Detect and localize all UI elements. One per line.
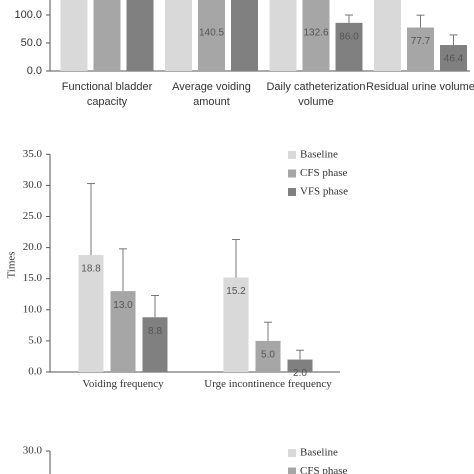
bar (93, 0, 121, 71)
y-tick-label: 30.0 (23, 179, 43, 191)
legend-swatch (288, 188, 296, 196)
x-tick-label: Average voiding amount (172, 81, 251, 108)
value-label: 2.0 (293, 368, 307, 379)
bar (126, 0, 154, 71)
bar (165, 0, 192, 72)
y-tick-label: 5.0 (28, 334, 42, 346)
bar (335, 22, 363, 71)
bar (269, 0, 297, 71)
legend-label: Baseline (300, 149, 338, 161)
legend-label: CFS phase (300, 167, 347, 179)
value-label: 8.8 (148, 326, 162, 337)
legend-label: Baseline (300, 447, 338, 459)
bar (302, 0, 330, 71)
y-tick-label: 30.0 (23, 445, 43, 457)
bar (287, 359, 313, 372)
y-tick-label: 100.0 (14, 9, 42, 21)
x-tick-label: Daily catheterization volume (266, 81, 366, 108)
legend-swatch (288, 169, 296, 178)
value-label: 15.2 (226, 286, 246, 297)
value-label: 86.0 (339, 31, 359, 42)
y-tick-label: 0.0 (27, 65, 42, 77)
value-label: 140.5 (199, 28, 224, 39)
bar (255, 340, 281, 372)
x-tick-label: Functional bladder capacity (61, 81, 153, 108)
y-tick-label: 10.0 (23, 303, 43, 315)
value-label: 77.7 (411, 36, 431, 47)
y-tick-label: 15.0 (23, 272, 43, 284)
bar (231, 0, 258, 71)
legend-label: VFS phase (300, 186, 348, 198)
legend-swatch (288, 467, 296, 474)
value-label: 46.4 (444, 54, 464, 65)
bar (440, 45, 467, 71)
bar (60, 0, 88, 71)
y-tick-label: 35.0 (23, 148, 43, 160)
legend-swatch (288, 449, 296, 457)
y-tick-label: 50.0 (21, 37, 42, 49)
y-tick-label: 20.0 (23, 241, 43, 253)
x-tick-label: Urge incontinence frequency (204, 378, 332, 390)
bar (374, 0, 401, 71)
y-tick-label: 0.0 (28, 366, 42, 378)
bar (407, 27, 434, 71)
y-axis-label: Times (6, 251, 18, 278)
value-label: 5.0 (261, 350, 275, 361)
bar (78, 255, 104, 372)
value-label: 18.8 (81, 264, 101, 275)
value-label: 13.0 (113, 300, 133, 311)
legend-swatch (288, 151, 296, 159)
legend-label: CFS phase (300, 465, 347, 474)
value-label: 132.6 (303, 28, 328, 39)
bar (223, 277, 249, 372)
bar (142, 317, 168, 372)
bar (110, 291, 136, 372)
bar (198, 0, 225, 72)
x-tick-label: Voiding frequency (82, 378, 164, 390)
y-tick-label: 25.0 (23, 210, 43, 222)
x-tick-label: Residual urine volume (366, 81, 474, 93)
